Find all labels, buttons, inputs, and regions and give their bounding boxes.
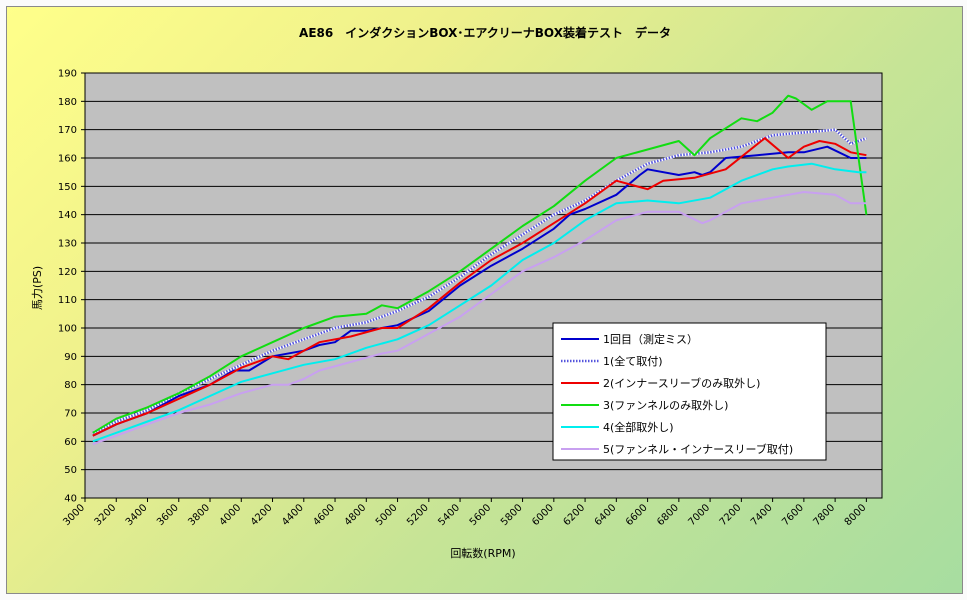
- chart-title: AE86 インダクションBOX･エアクリーナBOX装着テスト データ: [299, 25, 671, 40]
- legend-label-4: 3(ファンネルのみ取外し): [603, 399, 728, 412]
- x-tick-label: 7800: [811, 502, 837, 528]
- x-tick-label: 4400: [280, 502, 306, 528]
- x-tick-label: 7200: [718, 502, 744, 528]
- x-tick-label: 4000: [218, 502, 244, 528]
- y-axis-ticks: 40 50 60 70 80 90 100 110 120 130 140 150 160 170 180 1…: [58, 69, 85, 505]
- y-tick-label: 180: [58, 97, 77, 108]
- x-tick-label: 5000: [374, 502, 400, 528]
- x-tick-label: 4200: [249, 502, 275, 528]
- y-tick-label: 90: [64, 352, 77, 363]
- chart-area: AE86 インダクションBOX･エアクリーナBOX装着テスト データ 40 50 6…: [6, 6, 963, 594]
- y-tick-label: 110: [58, 295, 77, 306]
- y-tick-label: 120: [58, 267, 77, 278]
- x-tick-label: 3800: [186, 502, 212, 528]
- series-line-1: [92, 145, 867, 437]
- legend-label-6: 5(ファンネル・インナースリーブ取付): [603, 442, 793, 456]
- y-tick-label: 160: [58, 154, 77, 165]
- legend-label-1: 1回目（測定ミス）: [603, 332, 698, 346]
- legend-label-5: 4(全部取外し): [603, 420, 674, 434]
- series-line-2: [92, 128, 867, 434]
- y-tick-label: 60: [64, 437, 77, 448]
- series-layer: [92, 94, 868, 446]
- y-tick-label: 150: [58, 182, 77, 193]
- y-tick-label: 100: [58, 324, 77, 335]
- x-tick-label: 4600: [311, 502, 337, 528]
- x-tick-label: 4800: [343, 502, 369, 528]
- x-tick-label: 7000: [686, 502, 712, 528]
- x-tick-label: 6000: [530, 502, 556, 528]
- x-tick-label: 3600: [155, 502, 181, 528]
- x-tick-label: 6400: [593, 502, 619, 528]
- y-tick-label: 80: [64, 380, 77, 391]
- x-tick-label: 8000: [843, 502, 869, 528]
- y-axis-label: 馬力(PS): [31, 266, 44, 310]
- y-tick-label: 70: [64, 409, 77, 420]
- x-axis-label: 回転数(RPM): [450, 547, 515, 560]
- x-tick-label: 5600: [468, 502, 494, 528]
- legend-label-3: 2(インナースリーブのみ取外し): [603, 376, 760, 390]
- y-tick-label: 140: [58, 210, 77, 221]
- x-tick-label: 7400: [749, 502, 775, 528]
- y-tick-label: 190: [58, 69, 77, 80]
- x-tick-label: 5200: [405, 502, 431, 528]
- y-tick-label: 40: [64, 494, 77, 505]
- x-tick-label: 6600: [624, 502, 650, 528]
- y-tick-label: 170: [58, 125, 77, 136]
- x-axis-ticks: 3000 3200 3400 3600 3800 4000 4200 4400 4600 4800…: [61, 498, 868, 528]
- series-line-3: [92, 137, 867, 437]
- x-tick-label: 7600: [780, 502, 806, 528]
- x-tick-label: 3200: [93, 502, 119, 528]
- chart-svg: AE86 インダクションBOX･エアクリーナBOX装着テスト データ 40 50 6…: [31, 25, 883, 560]
- y-tick-label: 50: [64, 465, 77, 476]
- y-tick-label: 130: [58, 239, 77, 250]
- x-tick-label: 5400: [436, 502, 462, 528]
- x-tick-label: 6200: [561, 502, 587, 528]
- legend-box: [552, 322, 827, 461]
- x-tick-label: 5800: [499, 502, 525, 528]
- legend: 1回目（測定ミス） 1(全て取付) 2(インナースリーブのみ取外し) 3(ファンネルの…: [552, 322, 827, 461]
- series-line-6: [92, 191, 867, 446]
- series-line-4: [92, 94, 868, 434]
- series-line-5: [92, 162, 867, 443]
- x-tick-label: 3400: [124, 502, 150, 528]
- x-tick-label: 6800: [655, 502, 681, 528]
- x-tick-label: 3000: [61, 502, 87, 528]
- legend-label-2: 1(全て取付): [603, 354, 663, 368]
